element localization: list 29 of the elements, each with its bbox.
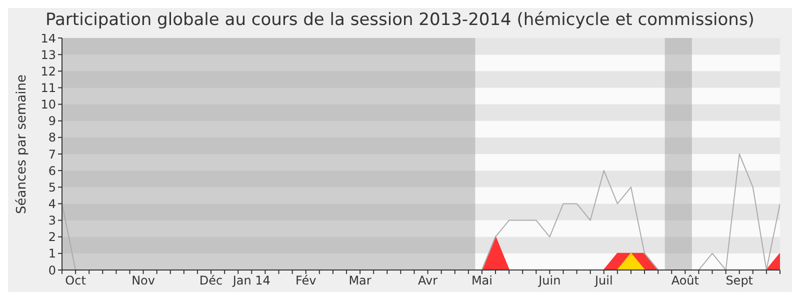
x-tick-label: Déc bbox=[199, 274, 223, 288]
y-tick-label: 2 bbox=[48, 230, 56, 244]
x-tick-label: Juil bbox=[594, 274, 613, 288]
y-tick-label: 11 bbox=[40, 80, 56, 95]
y-tick-label: 12 bbox=[40, 64, 56, 78]
y-tick-label: 7 bbox=[48, 147, 56, 162]
y-tick-label: 10 bbox=[40, 98, 56, 112]
y-tick-label: 8 bbox=[48, 130, 56, 145]
x-tick-label: Nov bbox=[132, 274, 155, 288]
chart-title: Participation globale au cours de la session 2013-2014 (hémicycle et commissions) bbox=[46, 10, 754, 30]
y-tick-label: 13 bbox=[40, 48, 56, 62]
y-tick-label: 4 bbox=[48, 196, 56, 211]
x-tick-label: Mai bbox=[471, 274, 492, 288]
x-tick-label: Avr bbox=[418, 274, 438, 288]
y-tick-label: 3 bbox=[48, 214, 56, 228]
y-tick-label: 0 bbox=[48, 263, 56, 278]
y-tick-label: 9 bbox=[48, 114, 56, 128]
y-tick-label: 6 bbox=[48, 164, 56, 178]
y-axis-title: Séances par semaine bbox=[14, 74, 30, 214]
y-tick-label: 1 bbox=[48, 246, 56, 261]
x-tick-label: Juin bbox=[538, 274, 561, 288]
x-tick-label: Oct bbox=[65, 274, 86, 288]
x-tick-label: Mar bbox=[348, 274, 372, 288]
x-tick-label: Août bbox=[671, 274, 700, 288]
x-tick-label: Jan 14 bbox=[232, 274, 270, 288]
y-tick-label: 5 bbox=[48, 180, 56, 194]
y-tick-label: 14 bbox=[40, 31, 56, 46]
x-tick-label: Fév bbox=[295, 274, 316, 288]
x-tick-label: Sept bbox=[726, 274, 754, 288]
